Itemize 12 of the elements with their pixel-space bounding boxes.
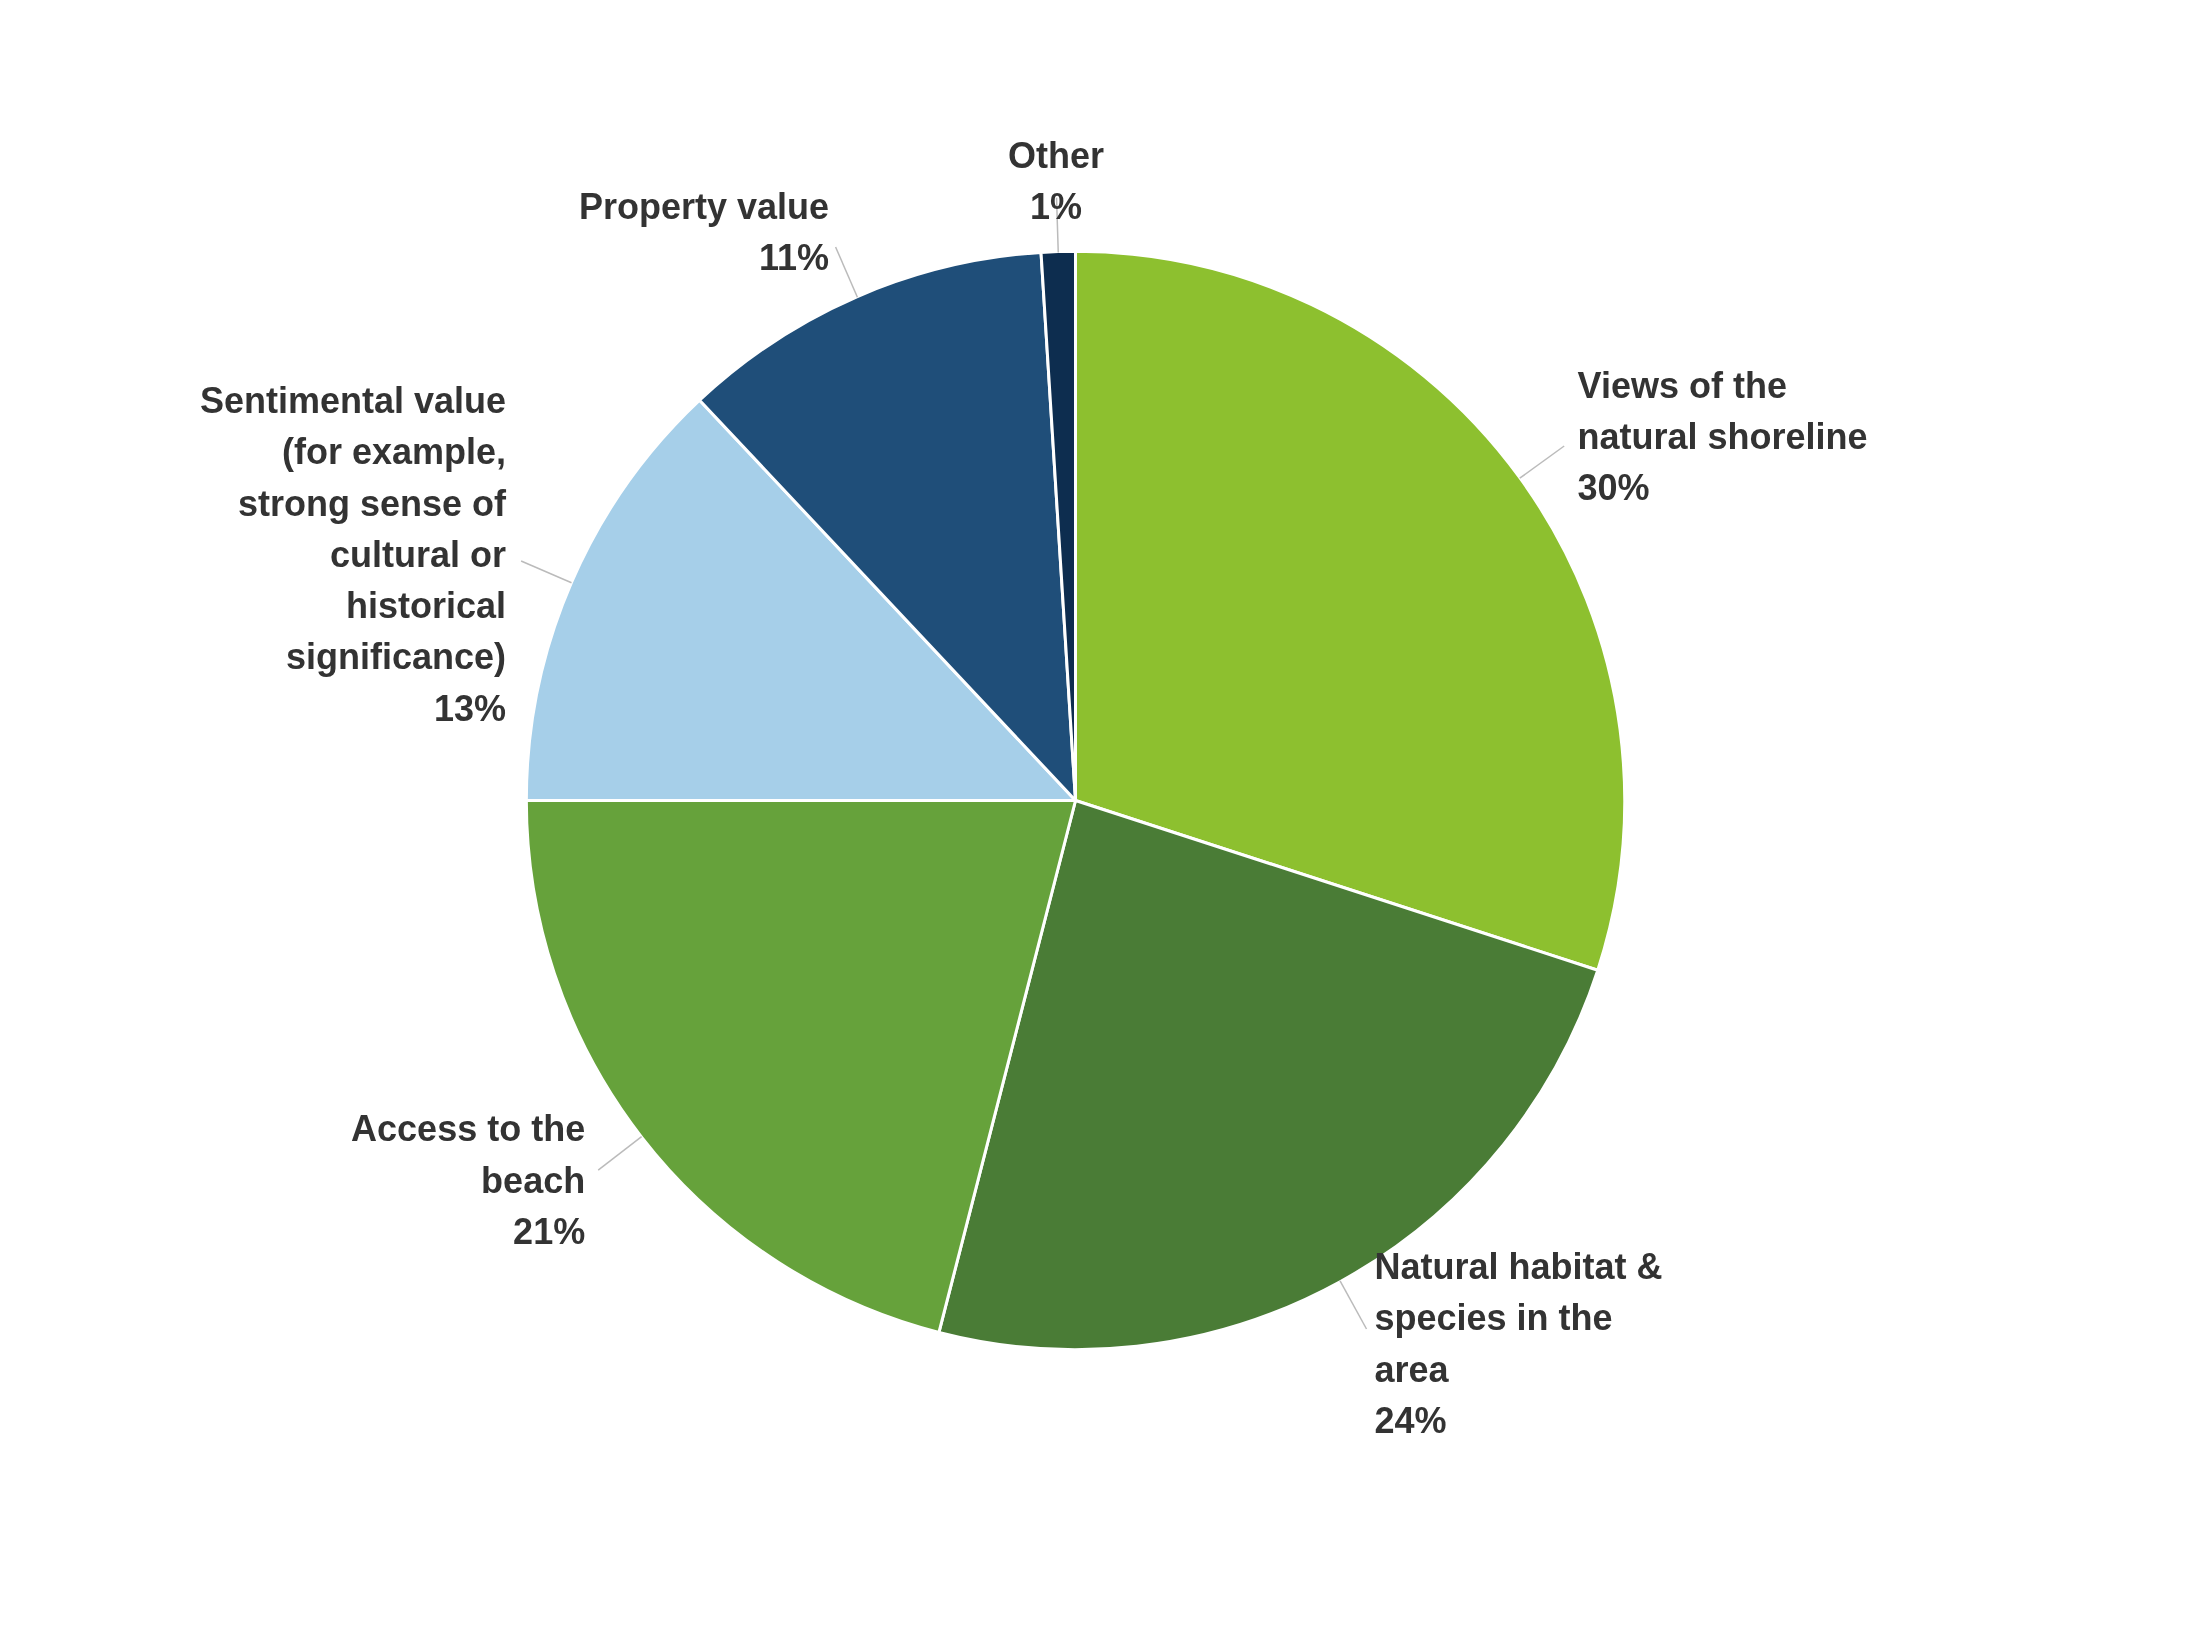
slice-label: Access to the beach xyxy=(351,1108,586,1201)
data-label: 1% xyxy=(1029,186,1083,228)
slice-label: Property value xyxy=(578,185,830,227)
data-label: 13% xyxy=(433,687,506,729)
data-label: 24% xyxy=(1374,1399,1447,1441)
data-label: 21% xyxy=(513,1210,586,1252)
slice-label: Natural habitat & species in the area xyxy=(1374,1246,1663,1390)
data-label: 11% xyxy=(758,237,830,279)
slice-label: Views of the natural shoreline xyxy=(1577,364,1868,457)
slice-label: Other xyxy=(1008,135,1105,177)
data-label: 30% xyxy=(1577,467,1650,509)
slice-label: Sentimental value (for example, strong sense of cultural or historical significance) xyxy=(199,380,507,678)
